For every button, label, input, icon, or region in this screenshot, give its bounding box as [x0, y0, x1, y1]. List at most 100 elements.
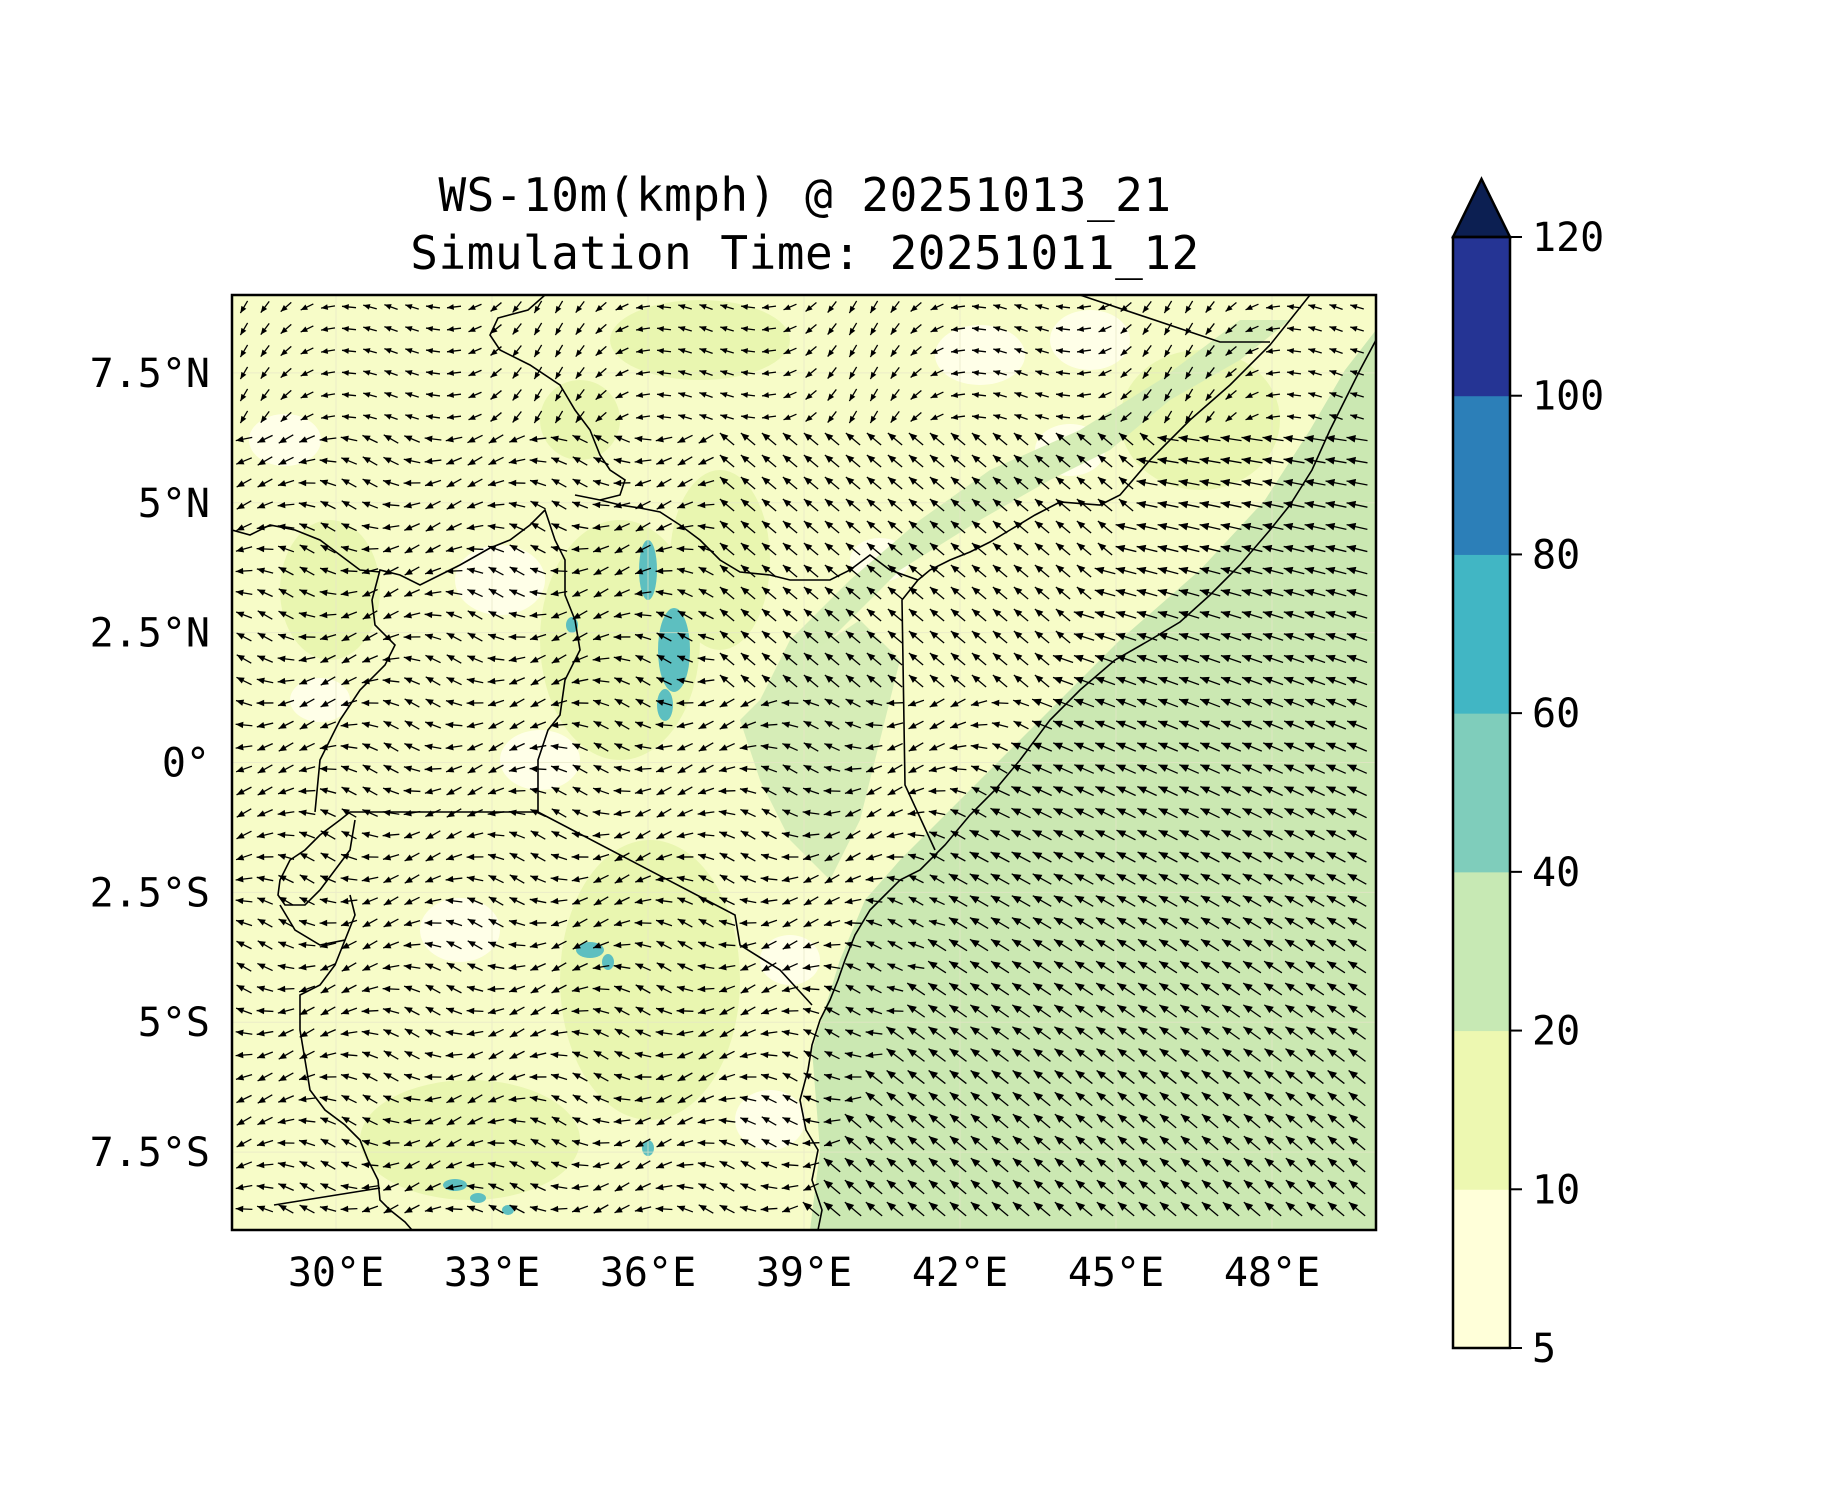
wind-arrow	[1116, 829, 1136, 841]
wind-arrow	[761, 786, 777, 796]
wind-arrow	[445, 699, 463, 707]
wind-arrow	[1014, 413, 1028, 421]
wind-arrow	[340, 567, 358, 575]
wind-arrow	[1350, 392, 1364, 398]
wind-arrow	[740, 432, 756, 446]
wind-arrow	[278, 742, 294, 752]
wind-arrow	[1035, 414, 1049, 420]
wind-arrow	[572, 478, 588, 488]
wind-arrow	[383, 434, 399, 444]
wind-arrow	[971, 326, 987, 332]
wind-arrow	[1073, 654, 1095, 664]
wind-arrow	[824, 432, 840, 446]
x-tick-label: 48°E	[1224, 1250, 1320, 1296]
wind-arrow	[403, 655, 421, 662]
wind-arrow	[1241, 698, 1263, 708]
wind-arrow	[1097, 498, 1113, 512]
wind-arrow	[361, 831, 379, 838]
wind-arrow	[445, 436, 463, 443]
wind-arrow	[697, 677, 715, 685]
wind-arrow	[698, 874, 714, 884]
wind-arrow	[971, 498, 987, 512]
wind-arrow	[509, 566, 525, 576]
wind-arrow	[1055, 370, 1071, 376]
wind-arrow	[425, 654, 441, 664]
wind-arrow	[424, 435, 442, 443]
wind-arrow	[340, 875, 358, 883]
wind-arrow	[740, 564, 756, 578]
wind-arrow	[761, 630, 777, 644]
wind-arrow	[1094, 698, 1116, 708]
wind-arrow	[1094, 742, 1116, 752]
wind-arrow	[382, 699, 400, 707]
wind-arrow	[761, 476, 777, 490]
wind-arrow	[676, 523, 694, 531]
wind-arrow	[971, 348, 987, 354]
wind-arrow	[341, 348, 357, 354]
wind-arrow	[761, 326, 777, 332]
wind-arrow	[1221, 851, 1241, 863]
wind-arrow	[383, 456, 399, 466]
wind-arrow	[319, 567, 337, 575]
wind-arrow	[1205, 323, 1215, 335]
wind-arrow	[929, 498, 945, 512]
wind-arrow	[571, 545, 589, 553]
wind-arrow	[1120, 389, 1132, 401]
wind-arrow	[529, 567, 547, 575]
wind-arrow	[529, 721, 547, 729]
wind-arrow	[1157, 720, 1179, 730]
wind-arrow	[1120, 323, 1132, 335]
wind-arrow	[803, 630, 819, 644]
wind-arrow	[300, 369, 314, 377]
wind-arrow	[949, 787, 967, 794]
wind-arrow	[1097, 542, 1113, 556]
wind-arrow	[382, 523, 400, 531]
wind-arrow	[865, 721, 883, 729]
wind-arrow	[404, 698, 420, 708]
wind-arrow	[656, 370, 672, 376]
wind-arrow	[319, 721, 337, 729]
ocean-wind-region	[810, 330, 1376, 1230]
wind-arrow	[824, 698, 840, 708]
wind-arrow	[824, 542, 840, 556]
wind-arrow	[363, 392, 377, 398]
wind-arrow	[299, 523, 315, 531]
wind-arrow	[865, 743, 883, 751]
wind-arrow	[1055, 304, 1071, 310]
wind-arrow	[1205, 345, 1215, 357]
wind-arrow	[298, 831, 316, 839]
wind-arrow	[257, 632, 273, 642]
wind-arrow	[467, 456, 483, 466]
wind-arrow	[466, 853, 484, 861]
wind-arrow	[1074, 764, 1094, 774]
wind-arrow	[554, 344, 564, 358]
wind-arrow	[1225, 390, 1237, 400]
wind-arrow	[239, 344, 249, 358]
wind-arrow	[1225, 302, 1237, 312]
wind-arrow	[992, 608, 1008, 622]
wind-arrow	[615, 413, 629, 421]
wind-arrow	[1013, 542, 1029, 556]
wind-arrow	[1350, 304, 1364, 310]
wind-arrow	[235, 699, 253, 707]
wind-arrow	[320, 304, 336, 310]
wind-arrow	[719, 542, 735, 556]
wind-arrow	[1076, 326, 1092, 332]
wind-arrow	[1263, 764, 1283, 774]
wind-arrow	[1286, 370, 1302, 376]
wind-arrow	[698, 742, 714, 752]
wind-arrow	[761, 304, 777, 310]
wind-arrow	[971, 630, 987, 644]
wind-arrow	[761, 586, 777, 600]
wind-arrow	[1326, 851, 1346, 863]
wind-arrow	[992, 498, 1008, 512]
wind-arrow	[1304, 500, 1326, 509]
wind-arrow	[929, 454, 945, 468]
wind-arrow	[1346, 720, 1368, 730]
wind-arrow	[1094, 610, 1116, 619]
wind-arrow	[445, 875, 463, 883]
wind-arrow	[299, 874, 315, 884]
wind-arrow	[614, 677, 630, 685]
wind-arrow	[824, 564, 840, 578]
wind-arrow	[1241, 456, 1263, 465]
